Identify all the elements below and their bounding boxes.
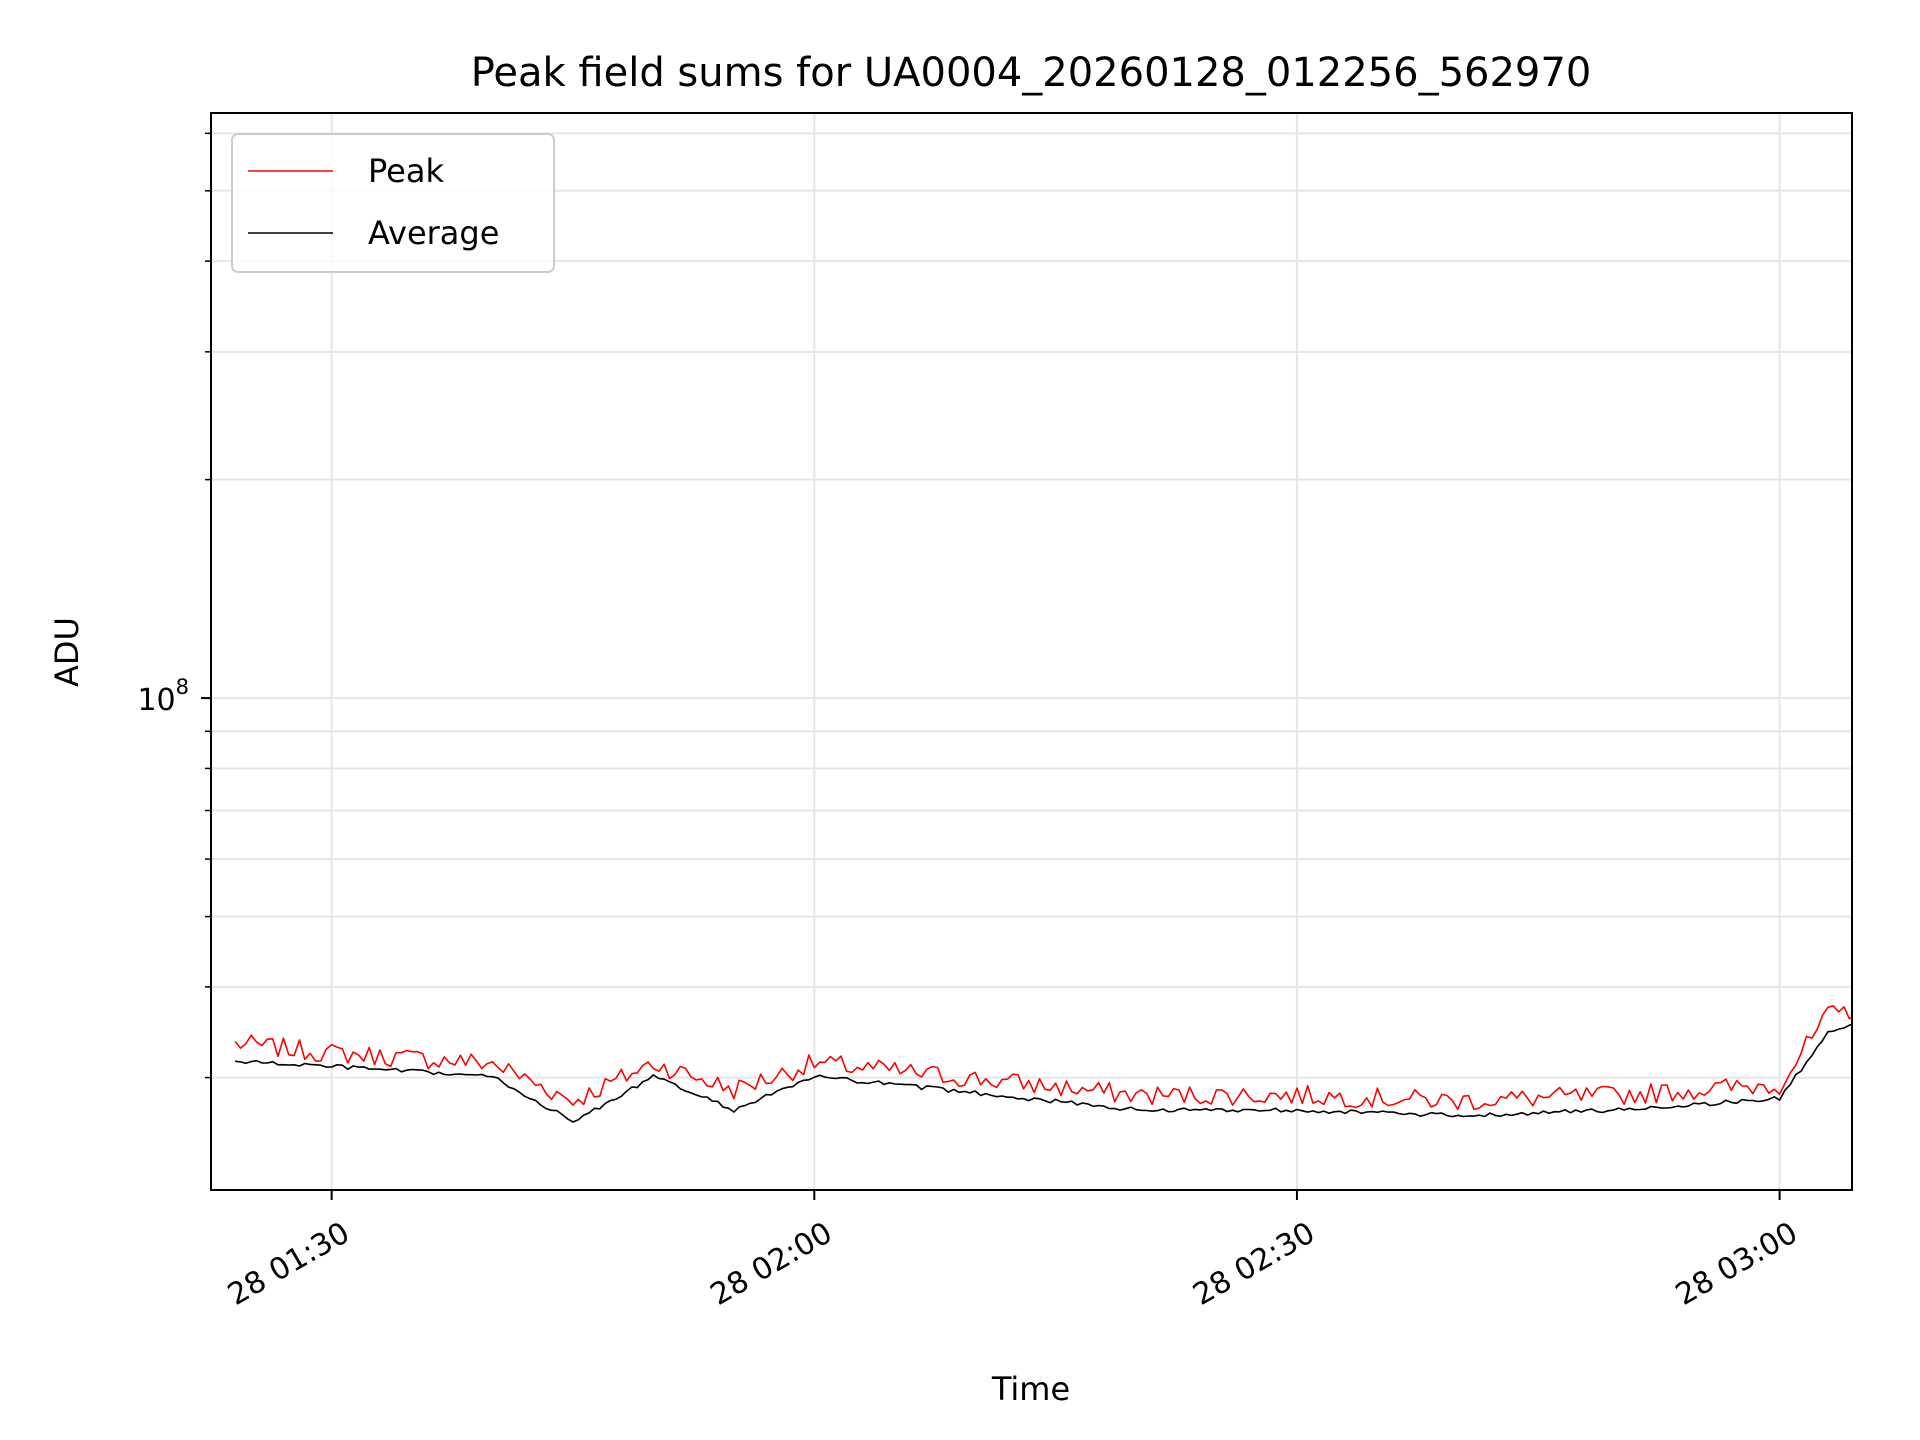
axes-frame <box>210 112 1853 1191</box>
series-line-peak <box>234 1005 1852 1111</box>
y-tick-exponent: 8 <box>176 675 189 699</box>
y-tick-label: 108 <box>137 675 189 718</box>
legend-label-average: Average <box>368 214 499 252</box>
y-tick-base: 10 <box>137 683 175 718</box>
y-axis: 108 <box>137 132 211 1079</box>
plot-area <box>234 1005 1852 1123</box>
legend-label-peak: Peak <box>368 152 444 190</box>
legend-box <box>231 133 555 273</box>
chart-title: Peak field sums for UA0004_20260128_0122… <box>471 50 1592 96</box>
grid <box>211 113 1852 1190</box>
x-axis-label: Time <box>991 1370 1070 1408</box>
series-line-average <box>234 1023 1852 1123</box>
y-axis-label: ADU <box>48 617 86 687</box>
legend: Peak Average <box>231 133 555 273</box>
